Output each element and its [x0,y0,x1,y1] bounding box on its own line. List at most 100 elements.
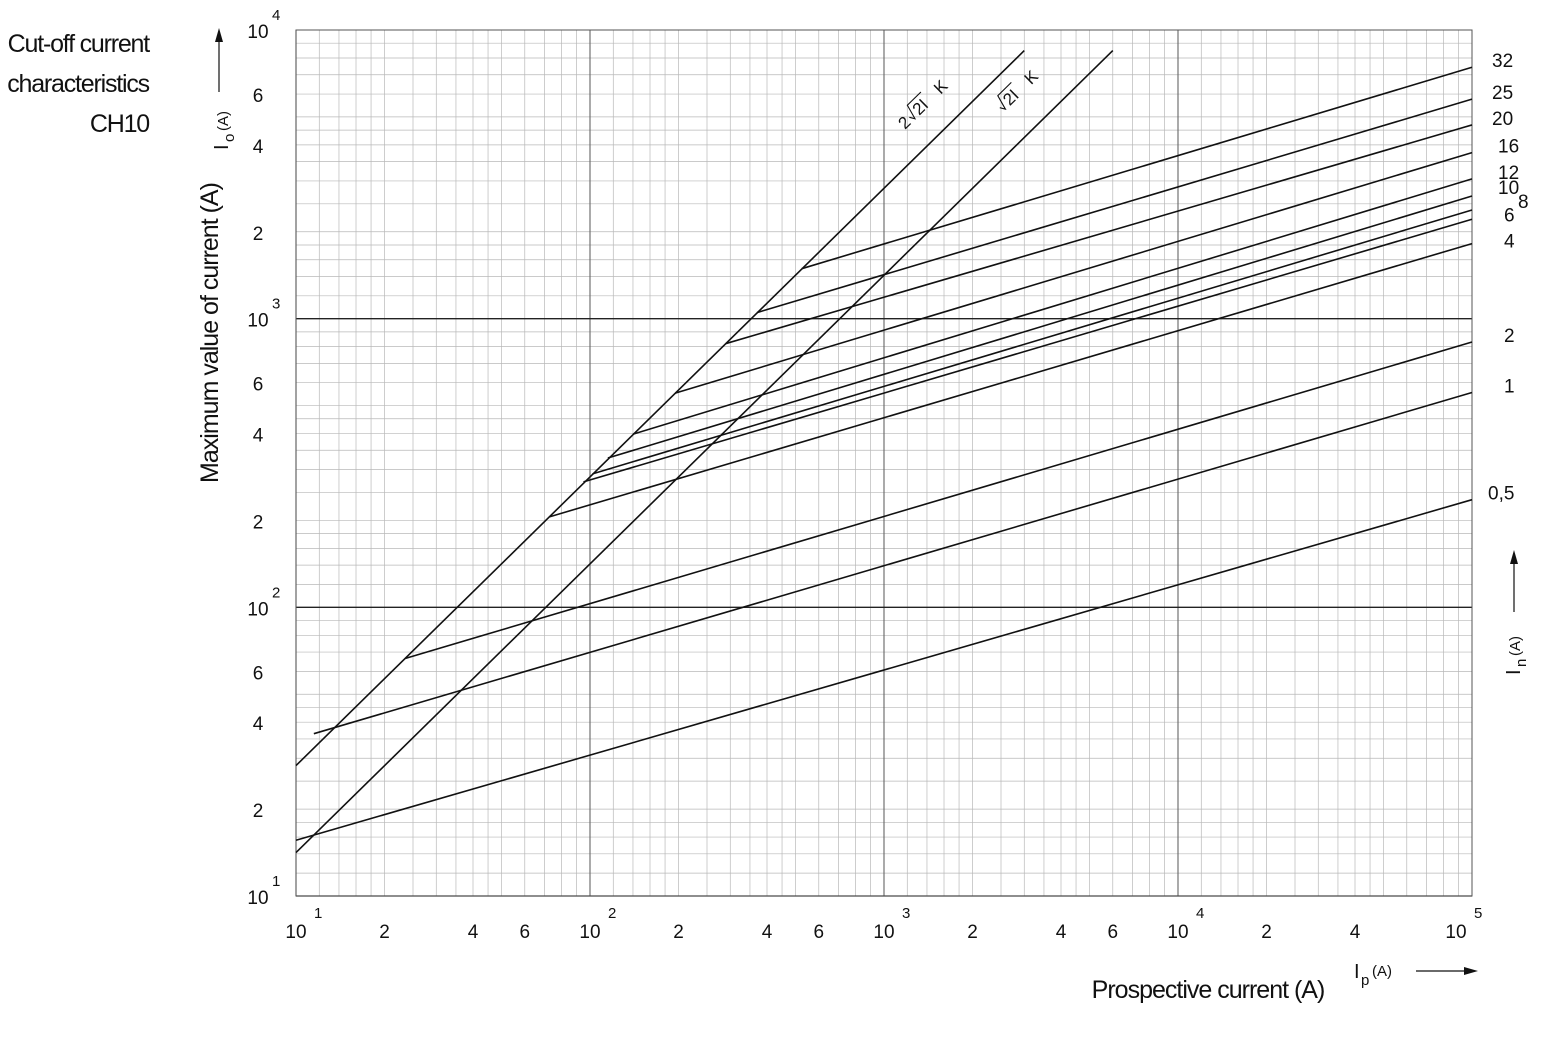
series-line [725,124,1473,345]
x-tick-label: 10 [285,922,306,943]
y-tick-label: 2 [253,224,264,245]
series-line [592,209,1473,475]
x-tick-label: 4 [762,922,773,943]
y-tick-label: 4 [253,137,264,158]
y-tick-exponent: 1 [272,873,280,890]
reference-lines [295,50,1114,854]
x-tick-exponent: 4 [1196,905,1204,922]
chart-title-line-3: CH10 [89,110,150,138]
x-tick-label: 4 [1350,922,1361,943]
x-axis-symbol-unit: (A) [1372,963,1392,980]
series-axis-symbol-sub: n [1513,659,1530,667]
chart-title: Cut-off current characteristics CH10 [0,24,151,144]
series-line [404,341,1473,660]
x-tick-label: 6 [1107,922,1118,943]
series-label: 12 [1498,163,1519,184]
reference-label-radicand: 2I [999,86,1022,109]
x-tick-label: 4 [1056,922,1067,943]
x-axis-symbol-sub: p [1361,972,1369,989]
series-label: 1 [1504,376,1515,397]
x-axis-symbol-main: I [1354,961,1360,983]
reference-label-radicand: 2I [909,95,932,118]
y-tick-exponent: 3 [272,296,280,313]
series-label: 32 [1492,51,1513,72]
y-tick-label: 6 [253,663,264,684]
series-line [549,242,1473,518]
x-tick-labels: 10 1 2 4 6 10 2 2 4 6 10 3 2 4 6 10 4 2 4 10 5 [285,905,1482,943]
y-axis-symbol-main: I [211,144,233,150]
series-label: 4 [1504,232,1515,253]
reference-label: 2IK [997,66,1043,111]
x-tick-exponent: 5 [1474,905,1482,922]
y-tick-label: 2 [253,801,264,822]
series-line [607,195,1473,459]
series-label: 2 [1504,326,1515,347]
y-tick-label: 10 [247,599,268,620]
x-tick-label: 10 [873,922,894,943]
y-tick-label: 6 [253,86,264,107]
y-axis-symbol: I o (A) [211,111,238,150]
x-axis-title: Prospective current (A) [1092,976,1325,1004]
y-axis-arrow-icon [215,28,223,92]
reference-label-suffix: K [930,76,952,98]
radical-sign-icon [997,81,1012,111]
series-label: 16 [1498,137,1519,158]
y-tick-exponent: 4 [272,7,280,24]
y-tick-label: 4 [253,714,264,735]
y-tick-label: 10 [247,311,268,332]
x-axis-arrow-icon [1416,967,1478,975]
x-tick-label: 10 [1167,922,1188,943]
y-axis-symbol-unit: (A) [215,111,232,131]
chart-title-line-1: Cut-off current [7,30,151,58]
series-lines [295,66,1473,842]
y-tick-label: 2 [253,512,264,533]
y-tick-label: 4 [253,426,264,447]
series-label: 0,5 [1488,484,1514,505]
x-tick-label: 10 [579,922,600,943]
series-label: 8 [1518,192,1529,213]
series-axis-symbol-unit: (A) [1507,636,1524,656]
series-label: 10 [1498,178,1519,199]
series-line [801,66,1473,270]
series-line [675,151,1473,394]
x-tick-label: 4 [468,922,479,943]
series-label: 6 [1504,205,1515,226]
series-line [756,98,1473,314]
x-tick-label: 6 [519,922,530,943]
series-axis-symbol: I n (A) [1503,636,1530,675]
series-axis-symbol-main: I [1503,669,1525,675]
reference-line [295,50,1114,854]
reference-label-suffix: K [1021,66,1043,88]
y-tick-label: 10 [247,888,268,909]
x-tick-label: 2 [673,922,684,943]
x-tick-exponent: 1 [314,905,322,922]
x-tick-exponent: 3 [902,905,910,922]
series-line [632,178,1473,435]
y-tick-exponent: 2 [272,584,280,601]
reference-line [295,50,1025,767]
x-tick-exponent: 2 [608,905,616,922]
x-tick-label: 6 [813,922,824,943]
y-axis-title: Maximum value of current (A) [196,183,224,483]
x-tick-label: 10 [1445,922,1466,943]
y-tick-label: 10 [247,22,268,43]
series-label: 20 [1492,109,1513,130]
x-tick-label: 2 [1261,922,1272,943]
series-label: 25 [1492,83,1513,104]
x-tick-label: 2 [967,922,978,943]
x-axis-symbol: I p (A) [1354,961,1392,989]
plot-frame [295,29,1473,897]
y-tick-label: 6 [253,375,264,396]
series-line [295,498,1473,842]
grid-major [295,30,1472,897]
y-axis-symbol-sub: o [221,134,238,142]
series-line [583,218,1473,483]
chart-title-line-2: characteristics [7,70,150,98]
series-line [313,391,1473,735]
series-axis-arrow-icon [1510,550,1518,612]
